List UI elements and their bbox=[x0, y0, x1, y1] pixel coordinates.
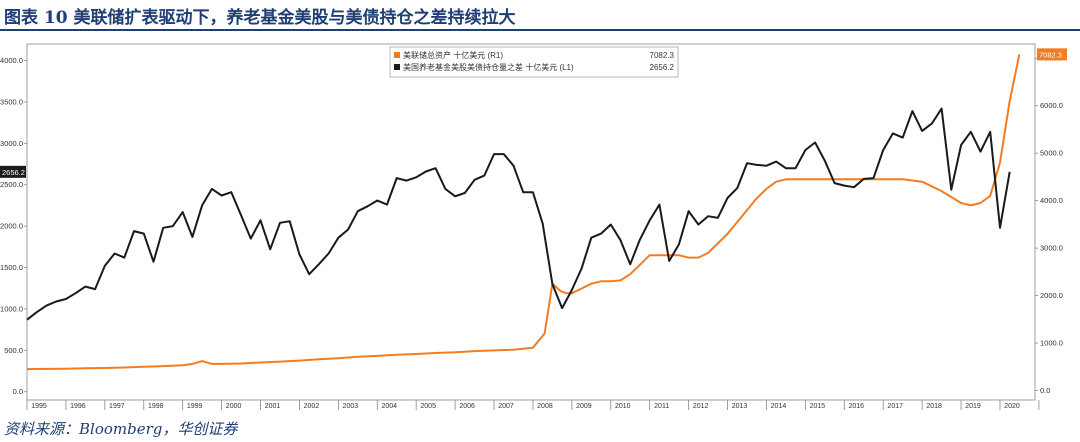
x-axis-tick-label: 2007 bbox=[498, 403, 514, 410]
x-axis-tick-label: 2009 bbox=[576, 403, 592, 410]
left-axis-tick-label: 500.0 bbox=[4, 346, 23, 355]
left-last-value-badge bbox=[0, 165, 26, 178]
x-axis-tick-label: 2004 bbox=[381, 403, 397, 410]
x-axis-tick-label: 1996 bbox=[70, 403, 86, 410]
legend-label: 美联储总资产 十亿美元 (R1) bbox=[403, 50, 503, 60]
source-note: 资料来源：Bloomberg，华创证券 bbox=[4, 420, 238, 438]
right-axis-tick-label: 6000.0 bbox=[1040, 101, 1063, 110]
right-axis-tick-label: 1000.0 bbox=[1040, 339, 1063, 348]
right-axis-tick-label: 3000.0 bbox=[1040, 244, 1063, 253]
x-axis-tick-label: 2011 bbox=[654, 403, 669, 410]
x-axis-tick-label: 2008 bbox=[537, 403, 553, 410]
pension-stock-bond-diff-line bbox=[26, 107, 1011, 321]
x-axis-tick-label: 2003 bbox=[343, 403, 359, 410]
right-axis-tick-label: 5000.0 bbox=[1040, 149, 1063, 158]
right-axis-tick-label: 2000.0 bbox=[1040, 291, 1063, 300]
left-axis-tick-label: 4000.0 bbox=[0, 56, 23, 65]
x-axis-tick-label: 2012 bbox=[693, 403, 709, 410]
plot-frame bbox=[26, 43, 1036, 401]
x-axis-tick-label: 2006 bbox=[459, 403, 475, 410]
x-axis-tick-label: 2010 bbox=[615, 403, 631, 410]
x-axis-tick-label: 1999 bbox=[187, 403, 203, 410]
left-axis-tick-label: 3500.0 bbox=[0, 97, 23, 106]
left-axis-tick-label: 1000.0 bbox=[0, 304, 23, 313]
fed-total-assets-line bbox=[26, 54, 1021, 371]
x-axis-tick-label: 2020 bbox=[1004, 403, 1020, 410]
line-chart: 0.0 500.0 1000.0 1500.0 2000.0 2500.0 3000.0 35… bbox=[0, 43, 1067, 410]
left-axis-tick-label: 2000.0 bbox=[0, 222, 23, 231]
chart-area: 0.0 500.0 1000.0 1500.0 2000.0 2500.0 3000.0 35… bbox=[0, 36, 1080, 416]
legend-value: 2656.2 bbox=[650, 63, 675, 72]
x-axis-tick-label: 2017 bbox=[887, 403, 903, 410]
title-bar: 图表 10 美联储扩表驱动下，养老基金美股与美债持仓之差持续拉大 bbox=[0, 0, 1080, 32]
right-last-value-badge bbox=[1037, 48, 1067, 61]
x-axis-tick-label: 1995 bbox=[31, 403, 47, 410]
right-axis-tick-label: 0.0 bbox=[1040, 386, 1050, 395]
legend-label: 美国养老基金美股美债持仓量之差 十亿美元 (L1) bbox=[403, 62, 574, 72]
x-axis-tick-label: 2013 bbox=[732, 403, 748, 410]
left-last-value-label: 2656.2 bbox=[2, 168, 25, 177]
left-axis-tick-label: 3000.0 bbox=[0, 139, 23, 148]
x-axis-tick-label: 2002 bbox=[304, 403, 320, 410]
x-axis-tick-label: 2014 bbox=[771, 403, 787, 410]
right-last-value-label: 7082.3 bbox=[1039, 50, 1062, 59]
legend-swatch bbox=[394, 52, 400, 58]
right-axis-tick-label: 4000.0 bbox=[1040, 196, 1063, 205]
legend-value: 7082.3 bbox=[650, 51, 675, 60]
x-axis-tick-label: 2015 bbox=[810, 403, 826, 410]
left-axis-tick-label: 0.0 bbox=[13, 387, 23, 396]
x-axis-tick-label: 1997 bbox=[109, 403, 125, 410]
legend-box bbox=[389, 46, 679, 78]
x-axis-tick-label: 2016 bbox=[849, 403, 865, 410]
left-axis-tick-label: 2500.0 bbox=[0, 180, 23, 189]
title-divider bbox=[0, 29, 1080, 31]
x-axis-tick-label: 2019 bbox=[965, 403, 981, 410]
left-axis-tick-label: 1500.0 bbox=[0, 263, 23, 272]
legend-swatch bbox=[394, 64, 400, 70]
x-axis-tick-label: 2005 bbox=[420, 403, 436, 410]
x-axis-tick-label: 1998 bbox=[148, 403, 164, 410]
x-axis-tick-label: 2018 bbox=[926, 403, 942, 410]
x-axis-tick-label: 2001 bbox=[265, 403, 281, 410]
figure-title: 图表 10 美联储扩表驱动下，养老基金美股与美债持仓之差持续拉大 bbox=[4, 8, 516, 28]
x-axis-tick-label: 2000 bbox=[226, 403, 242, 410]
